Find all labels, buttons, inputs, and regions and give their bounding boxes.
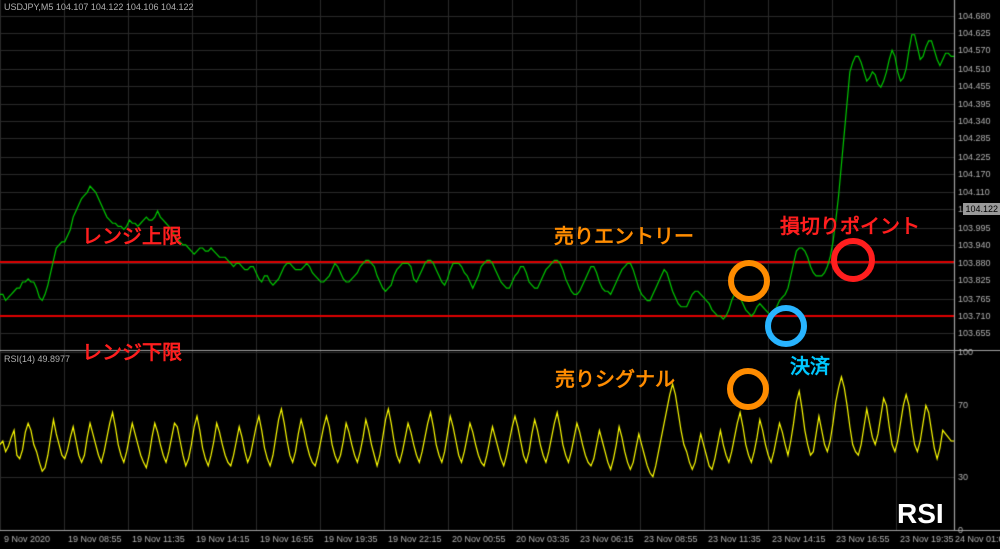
annotation-circle: [728, 260, 770, 302]
annotation-label: レンジ下限: [82, 336, 182, 365]
rsi-info: RSI(14) 49.8977: [4, 354, 70, 364]
annotation-circle: [727, 368, 769, 410]
chart-container: レンジ上限レンジ下限 売りエントリー 損切りポイント売りシグナル 決済 RSI USDJ…: [0, 0, 1000, 549]
annotation-circle: [765, 305, 807, 347]
annotation-label: 売りシグナル: [555, 363, 675, 392]
annotation-label: 売りエントリー: [554, 220, 694, 249]
annotation-label: 損切りポイント: [780, 210, 920, 239]
annotation-circle: [831, 238, 875, 282]
annotation-label: 決済: [790, 350, 830, 379]
current-price-tag: 104.122: [963, 203, 1000, 215]
symbol-info: USDJPY,M5 104.107 104.122 104.106 104.12…: [4, 2, 193, 12]
annotation-label: レンジ上限: [82, 220, 182, 249]
annotation-label: RSI: [897, 498, 944, 530]
